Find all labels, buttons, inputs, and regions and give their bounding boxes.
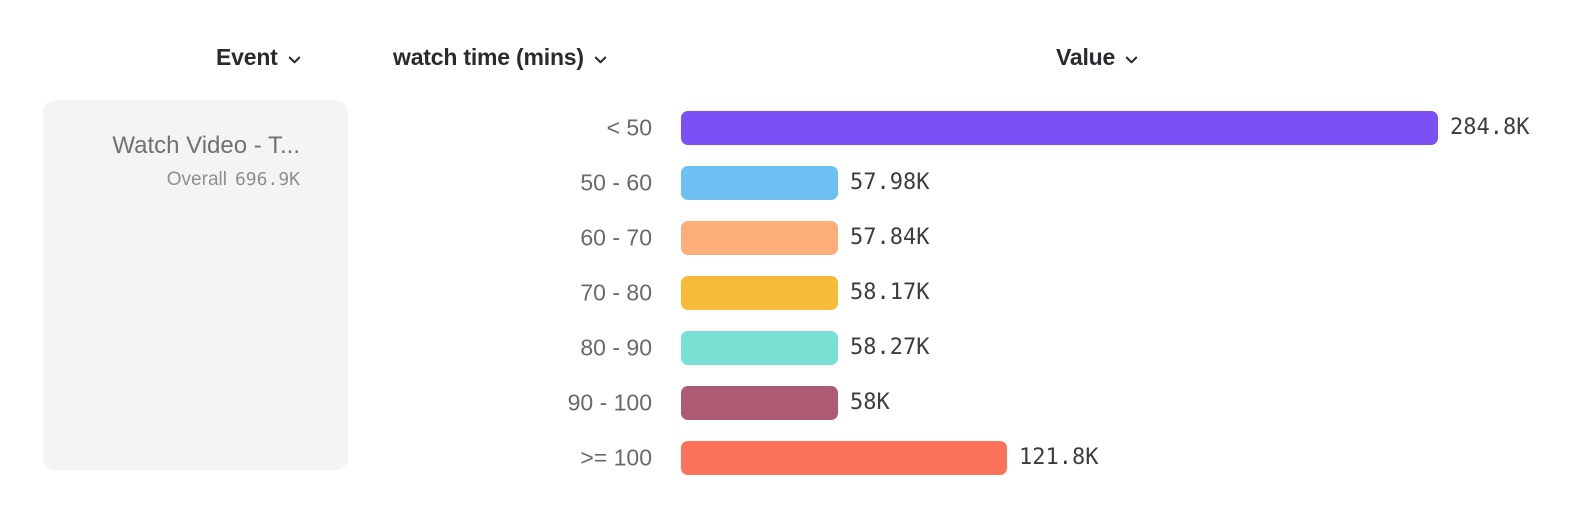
bar-value-label: 284.8K [1450,114,1530,140]
event-card-overall-label: Overall [166,168,227,190]
bar-category-label: 70 - 80 [580,279,652,305]
bar-row[interactable]: 50 - 60 57.98K [0,155,1592,210]
bar-value-label: 58.27K [850,334,930,360]
bar-track: 58K [681,385,890,420]
bar-row[interactable]: 70 - 80 58.17K [0,265,1592,320]
event-card-content: Watch Video - T... Overall 696.9K [112,132,300,191]
bar-category-label: >= 100 [580,444,652,470]
bar-track: 284.8K [681,110,1530,145]
bar-value-label: 121.8K [1019,444,1099,470]
event-card-overall: Overall 696.9K [112,169,300,191]
column-header-event[interactable]: Event [216,46,302,69]
bar-track: 121.8K [681,440,1099,475]
bar-track: 57.98K [681,165,930,200]
event-card[interactable]: Watch Video - T... Overall 696.9K [43,100,348,470]
event-card-overall-value: 696.9K [234,168,300,190]
bar-track: 58.17K [681,275,930,310]
bar-value-label: 57.84K [850,224,930,250]
bar-row[interactable]: >= 100 121.8K [0,430,1592,485]
bar-fill[interactable] [681,165,838,200]
column-header-metric-label: watch time (mins) [393,44,584,70]
bar-track: 58.27K [681,330,930,365]
column-header-metric[interactable]: watch time (mins) [393,46,608,69]
bar-value-label: 58.17K [850,279,930,305]
bar-track: 57.84K [681,220,930,255]
bar-category-label: 60 - 70 [580,224,652,250]
bar-category-label: 50 - 60 [580,169,652,195]
chevron-down-icon[interactable] [593,52,608,67]
bar-category-label: < 50 [606,114,652,140]
column-headers: Event watch time (mins) Value [0,44,1592,84]
column-header-value-label: Value [1056,44,1116,70]
bar-row[interactable]: 60 - 70 57.84K [0,210,1592,265]
chevron-down-icon[interactable] [287,52,302,67]
bar-fill[interactable] [681,220,838,255]
bar-category-label: 90 - 100 [567,389,652,415]
column-header-event-label: Event [216,44,278,70]
bar-fill[interactable] [681,110,1438,145]
bar-fill[interactable] [681,385,838,420]
bar-value-label: 57.98K [850,169,930,195]
bar-fill[interactable] [681,440,1007,475]
bar-fill[interactable] [681,275,838,310]
bar-fill[interactable] [681,330,838,365]
bar-row[interactable]: < 50 284.8K [0,100,1592,155]
column-header-value[interactable]: Value [1056,46,1139,69]
event-card-title: Watch Video - T... [112,132,300,159]
bar-chart: < 50 284.8K 50 - 60 57.98K 60 - 70 57.84K 70 -… [0,100,1592,485]
bar-row[interactable]: 80 - 90 58.27K [0,320,1592,375]
bar-value-label: 58K [850,389,890,415]
bar-category-label: 80 - 90 [580,334,652,360]
chevron-down-icon[interactable] [1124,52,1139,67]
bar-row[interactable]: 90 - 100 58K [0,375,1592,430]
